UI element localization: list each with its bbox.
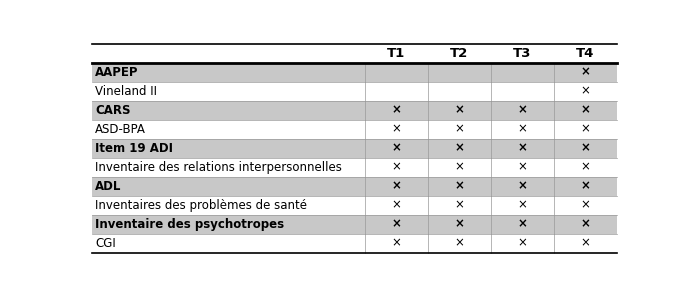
Text: ×: ×: [454, 180, 464, 193]
Text: ×: ×: [391, 104, 401, 117]
Text: ×: ×: [580, 123, 590, 136]
Text: ×: ×: [391, 142, 401, 155]
Text: ×: ×: [391, 123, 401, 136]
Text: T4: T4: [576, 47, 594, 60]
Text: ×: ×: [517, 104, 527, 117]
Bar: [92, 158, 616, 177]
Text: ×: ×: [517, 180, 527, 193]
Text: ×: ×: [454, 123, 464, 136]
Text: ×: ×: [454, 237, 464, 250]
Text: T3: T3: [513, 47, 531, 60]
Text: ADL: ADL: [95, 180, 122, 193]
Text: ×: ×: [517, 218, 527, 231]
Bar: [92, 234, 616, 253]
Text: ×: ×: [517, 237, 527, 250]
Text: ×: ×: [580, 66, 590, 79]
Bar: [92, 215, 616, 234]
Text: ×: ×: [580, 142, 590, 155]
Text: T2: T2: [450, 47, 468, 60]
Text: ×: ×: [517, 142, 527, 155]
Text: T1: T1: [387, 47, 405, 60]
Bar: [92, 196, 616, 215]
Text: AAPEP: AAPEP: [95, 66, 138, 79]
Text: ×: ×: [454, 161, 464, 174]
Text: CGI: CGI: [95, 237, 115, 250]
Text: ×: ×: [580, 104, 590, 117]
Text: Inventaire des relations interpersonnelles: Inventaire des relations interpersonnell…: [95, 161, 342, 174]
Text: ×: ×: [580, 85, 590, 98]
Text: ×: ×: [517, 123, 527, 136]
Text: ×: ×: [391, 218, 401, 231]
Bar: [92, 139, 616, 158]
Bar: [92, 63, 616, 81]
Text: ×: ×: [454, 199, 464, 212]
Text: Item 19 ADI: Item 19 ADI: [95, 142, 173, 155]
Text: ×: ×: [454, 104, 464, 117]
Text: Vineland II: Vineland II: [95, 85, 157, 98]
Text: CARS: CARS: [95, 104, 131, 117]
Text: ×: ×: [517, 161, 527, 174]
Text: Inventaire des psychotropes: Inventaire des psychotropes: [95, 218, 284, 231]
Text: ×: ×: [391, 237, 401, 250]
Text: Inventaires des problèmes de santé: Inventaires des problèmes de santé: [95, 199, 307, 212]
Text: ×: ×: [391, 161, 401, 174]
Text: ×: ×: [580, 161, 590, 174]
Text: ×: ×: [454, 142, 464, 155]
Bar: [92, 120, 616, 139]
Bar: [92, 101, 616, 120]
Text: ×: ×: [580, 199, 590, 212]
Text: ×: ×: [517, 199, 527, 212]
Text: ×: ×: [580, 218, 590, 231]
Text: ×: ×: [391, 180, 401, 193]
Bar: [92, 44, 616, 63]
Text: ×: ×: [580, 180, 590, 193]
Text: ×: ×: [454, 218, 464, 231]
Bar: [92, 177, 616, 196]
Text: ×: ×: [580, 237, 590, 250]
Text: ASD-BPA: ASD-BPA: [95, 123, 146, 136]
Bar: [92, 81, 616, 101]
Text: ×: ×: [391, 199, 401, 212]
